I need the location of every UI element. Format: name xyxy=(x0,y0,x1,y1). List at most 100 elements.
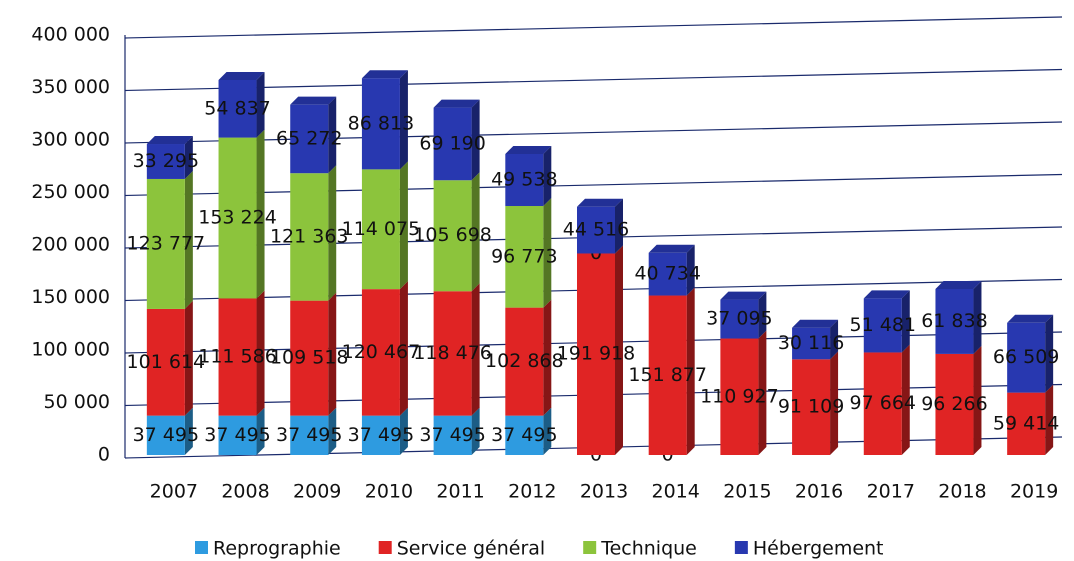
x-tick-label: 2018 xyxy=(938,481,986,503)
value-label: 110 927 xyxy=(700,385,779,407)
value-label: 37 495 xyxy=(276,424,342,446)
value-label: 96 773 xyxy=(491,245,557,267)
value-label: 101 614 xyxy=(127,351,206,373)
y-tick-label: 400 000 xyxy=(31,24,110,46)
bar-side xyxy=(256,407,265,455)
bar-side xyxy=(830,319,839,360)
bar xyxy=(433,107,472,181)
bar-top xyxy=(290,96,337,105)
bar-side xyxy=(328,407,337,455)
bar-top xyxy=(146,136,193,145)
x-tick-label: 2012 xyxy=(508,481,556,503)
bar xyxy=(577,206,615,254)
bar xyxy=(218,298,257,416)
value-label: 114 075 xyxy=(342,218,421,240)
value-label: 102 868 xyxy=(485,350,564,372)
bar-top xyxy=(935,280,982,289)
bar-side xyxy=(615,245,623,455)
bar-side xyxy=(184,407,193,455)
bar xyxy=(505,415,544,455)
y-tick-label: 350 000 xyxy=(31,76,110,98)
bar-side xyxy=(543,299,552,416)
value-label: 40 734 xyxy=(634,263,700,285)
bar xyxy=(505,307,544,416)
bar xyxy=(792,359,831,455)
value-label: 66 509 xyxy=(993,346,1059,368)
bar-top xyxy=(792,319,839,328)
bar xyxy=(361,289,400,416)
bar xyxy=(863,352,902,455)
bar xyxy=(577,253,615,455)
legend-label: Technique xyxy=(600,538,697,560)
value-label: 37 495 xyxy=(491,424,557,446)
bar xyxy=(290,173,329,301)
bar xyxy=(290,104,329,174)
bar-side xyxy=(901,344,910,455)
x-tick-label: 2016 xyxy=(795,481,843,503)
legend-label: Reprographie xyxy=(213,538,341,560)
value-label: 37 495 xyxy=(204,424,270,446)
bar xyxy=(720,299,759,339)
value-label: 44 516 xyxy=(563,219,629,241)
y-tick-label: 100 000 xyxy=(31,339,110,361)
bar xyxy=(1007,322,1046,393)
bar xyxy=(146,178,185,309)
bar-side xyxy=(471,407,480,455)
bar-top xyxy=(577,198,623,207)
bar xyxy=(146,308,185,416)
bar-side xyxy=(399,281,408,416)
x-tick-label: 2019 xyxy=(1010,481,1058,503)
bar-top xyxy=(361,70,408,79)
bar-top xyxy=(863,290,910,299)
bar-side xyxy=(1045,314,1054,393)
bar xyxy=(935,288,974,354)
bar xyxy=(505,153,544,207)
bar xyxy=(505,206,544,308)
bar-top xyxy=(720,291,767,300)
legend-swatch xyxy=(734,541,748,554)
bar xyxy=(1007,392,1046,455)
x-tick-label: 2013 xyxy=(580,481,628,503)
bar-side xyxy=(399,70,408,170)
bar xyxy=(433,415,472,455)
bar-side xyxy=(328,292,337,416)
bar-side xyxy=(686,244,695,296)
bar xyxy=(433,180,472,292)
value-label: 191 918 xyxy=(557,343,636,365)
bar-side xyxy=(184,300,193,416)
x-tick-label: 2017 xyxy=(867,481,915,503)
legend-swatch xyxy=(195,541,208,554)
bar xyxy=(935,353,974,455)
bar xyxy=(361,78,400,170)
bar-top xyxy=(433,99,480,108)
bar xyxy=(146,415,185,455)
x-tick-label: 2007 xyxy=(150,481,198,503)
bar xyxy=(361,169,400,290)
value-label: 111 586 xyxy=(198,346,277,368)
value-label: 61 838 xyxy=(921,310,987,332)
x-tick-label: 2011 xyxy=(436,481,484,503)
bar xyxy=(218,137,257,299)
grid-line xyxy=(124,68,1063,92)
value-label: 121 363 xyxy=(270,225,349,247)
bar-side xyxy=(399,161,408,290)
y-tick-label: 0 xyxy=(98,444,110,466)
value-label: 105 698 xyxy=(413,224,492,246)
value-label: 37 495 xyxy=(419,424,485,446)
y-tick-label: 200 000 xyxy=(31,234,110,256)
y-tick-label: 50 000 xyxy=(44,391,110,413)
bar-side xyxy=(256,72,265,138)
legend-label: Hébergement xyxy=(753,538,884,560)
grid-line xyxy=(124,16,1063,39)
value-label: 51 481 xyxy=(850,314,916,336)
bar xyxy=(720,338,759,455)
value-label: 69 190 xyxy=(419,132,485,154)
bar xyxy=(146,144,185,179)
bar xyxy=(290,415,329,455)
x-tick-label: 2009 xyxy=(293,481,341,503)
x-tick-label: 2015 xyxy=(723,481,771,503)
bar-side xyxy=(686,287,695,455)
bar-side xyxy=(184,170,193,309)
bar xyxy=(361,415,400,455)
